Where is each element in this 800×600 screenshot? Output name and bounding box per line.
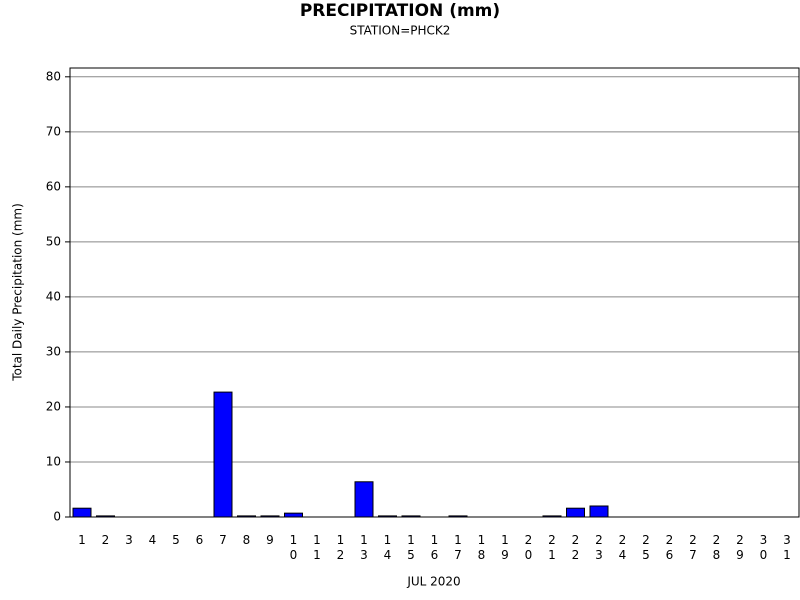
bar: [354, 481, 374, 518]
x-tick-label: 6: [195, 533, 204, 547]
bar: [213, 391, 233, 518]
x-tick-label: 3: [125, 533, 133, 547]
x-tick-label: 27: [689, 533, 697, 562]
x-tick-label: 8: [242, 533, 251, 547]
x-tick-label: 21: [548, 533, 556, 562]
bar: [284, 512, 303, 518]
x-tick-label: 18: [477, 533, 486, 562]
y-tick-label: 70: [46, 124, 61, 138]
x-tick-label: 30: [759, 533, 768, 562]
x-tick-label: 2: [101, 533, 110, 547]
x-tick-label: 23: [595, 533, 603, 562]
x-tick-label: 5: [172, 533, 180, 547]
x-tick-label: 25: [642, 533, 650, 562]
x-tick-label: 26: [665, 533, 674, 562]
x-tick-label: 4: [148, 533, 157, 547]
x-tick-label: 17: [454, 533, 462, 562]
x-tick-label: 11: [313, 533, 321, 562]
chart-subtitle: STATION=PHCK2: [350, 24, 451, 38]
x-tick-label: 19: [501, 533, 509, 562]
x-tick-label: 31: [783, 533, 791, 562]
y-tick-label: 60: [46, 179, 61, 193]
x-tick-label: 28: [712, 533, 721, 562]
x-tick-label: 15: [407, 533, 415, 562]
bar: [401, 515, 421, 518]
bar: [96, 515, 115, 518]
x-tick-label: 12: [336, 533, 345, 562]
plot-frame: [69, 67, 800, 518]
x-tick-label: 29: [736, 533, 744, 562]
bar: [542, 515, 562, 518]
bar: [589, 505, 609, 518]
x-tick-label: 20: [524, 533, 533, 562]
x-tick-label: 1: [78, 533, 86, 547]
y-tick-label: 80: [46, 69, 61, 83]
y-axis-label: Total Daily Precipitation (mm): [11, 203, 25, 382]
bar: [237, 515, 256, 518]
bar: [566, 507, 585, 518]
y-tick-label: 10: [46, 454, 61, 468]
bar: [72, 507, 92, 518]
x-tick-label: 14: [383, 533, 392, 562]
x-tick-label: 9: [266, 533, 274, 547]
y-tick-label: 40: [46, 289, 61, 303]
y-tick-label: 30: [46, 344, 61, 358]
y-tick-label: 0: [53, 510, 61, 524]
y-tick-label: 50: [46, 234, 61, 248]
x-tick-label: 16: [430, 533, 439, 562]
x-axis-label: JUL 2020: [406, 575, 460, 589]
x-tick-label: 10: [289, 533, 298, 562]
y-tick-label: 20: [46, 399, 61, 413]
x-tick-label: 13: [360, 533, 368, 562]
bar: [260, 515, 280, 518]
bar: [378, 515, 397, 518]
x-tick-label: 22: [571, 533, 580, 562]
x-tick-label: 24: [618, 533, 627, 562]
bar: [448, 515, 468, 518]
x-tick-label: 7: [219, 533, 227, 547]
chart-title: PRECIPITATION (mm): [300, 1, 500, 21]
